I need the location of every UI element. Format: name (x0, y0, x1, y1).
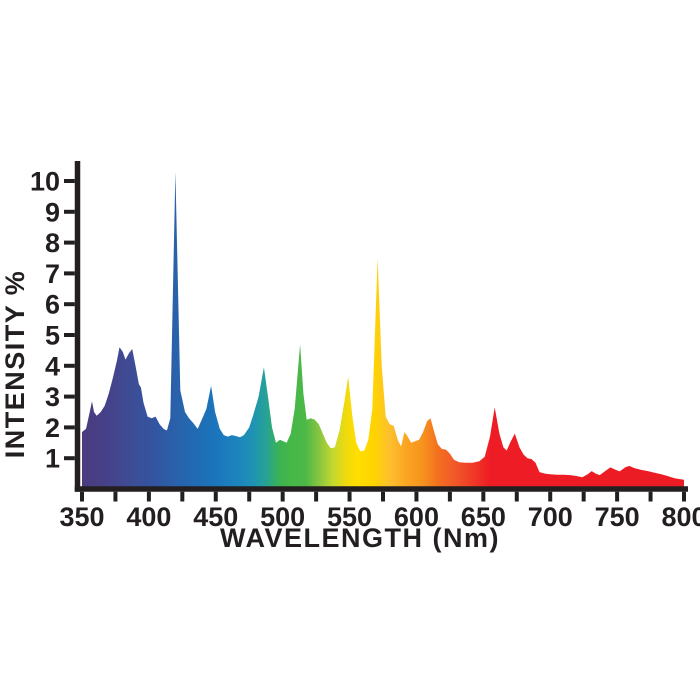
x-axis-title: WAVELENGTH (Nm) (220, 523, 500, 553)
x-axis-tick-labels: 350 400 450 500 550 600 650 700 750 800 (59, 502, 700, 532)
y-tick-label: 5 (45, 321, 60, 351)
y-tick-label: 10 (30, 167, 60, 197)
x-tick-label: 500 (260, 502, 305, 532)
y-tick-label: 1 (45, 444, 60, 474)
x-tick-label: 600 (394, 502, 439, 532)
y-tick-label: 9 (45, 197, 60, 227)
y-tick-label: 2 (45, 413, 60, 443)
axes (74, 161, 688, 492)
x-axis-ticks (80, 491, 686, 502)
x-tick-label: 400 (126, 502, 171, 532)
x-tick-label: 750 (595, 502, 640, 532)
y-tick-label: 8 (45, 228, 60, 258)
y-tick-label: 7 (45, 259, 60, 289)
x-tick-label: 350 (59, 502, 104, 532)
x-tick-label: 800 (661, 502, 700, 532)
x-tick-label: 450 (193, 502, 238, 532)
y-tick-label: 3 (45, 382, 60, 412)
spectrum-area (82, 171, 684, 492)
y-axis-ticks (64, 179, 75, 461)
y-tick-label: 6 (45, 290, 60, 320)
x-tick-label: 550 (327, 502, 372, 532)
y-axis-title: INTENSITY % (0, 270, 30, 459)
x-tick-label: 700 (528, 502, 573, 532)
y-tick-label: 4 (45, 351, 60, 381)
x-tick-label: 650 (461, 502, 506, 532)
